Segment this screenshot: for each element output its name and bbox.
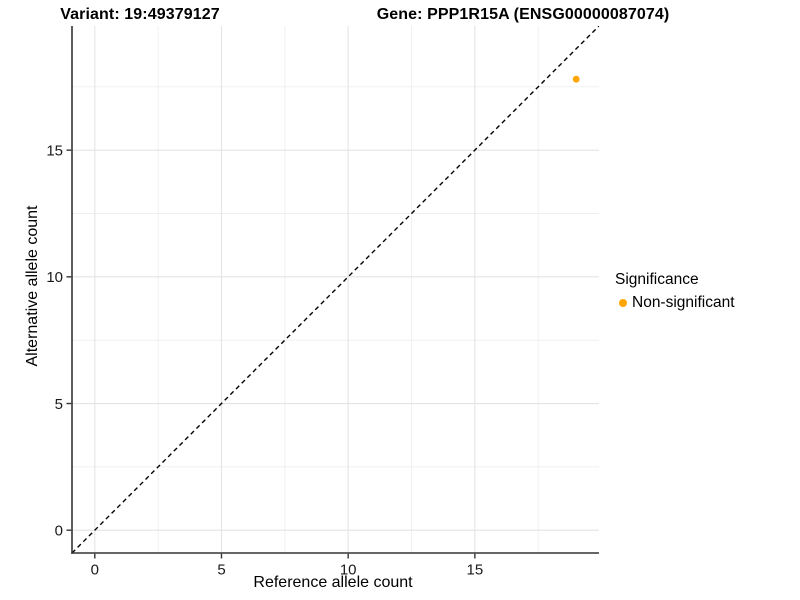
x-axis-title: Reference allele count — [253, 574, 413, 591]
x-tick-label: 0 — [91, 561, 99, 578]
y-tick-label: 15 — [46, 142, 63, 159]
data-point — [572, 75, 580, 83]
legend-key-point-icon — [619, 298, 627, 307]
legend-entry-label: Non-significant — [632, 294, 735, 311]
gene-title: Gene: PPP1R15A (ENSG00000087074) — [376, 6, 670, 23]
identity-line — [72, 26, 599, 553]
y-tick-label: 10 — [46, 269, 63, 286]
y-tick-label: 0 — [55, 522, 63, 539]
variant-title: Variant: 19:49379127 — [60, 6, 220, 23]
x-tick-label: 5 — [217, 561, 225, 578]
x-tick-label: 10 — [340, 561, 357, 578]
x-tick-label: 15 — [467, 561, 484, 578]
y-axis-title: Alternative allele count — [24, 205, 41, 367]
legend-entry: Non-significant — [615, 293, 735, 312]
legend-entries: Non-significant — [615, 293, 735, 312]
legend-title: Significance — [615, 271, 699, 288]
y-tick-label: 5 — [55, 396, 63, 413]
legend: Significance Non-significant — [615, 271, 735, 312]
